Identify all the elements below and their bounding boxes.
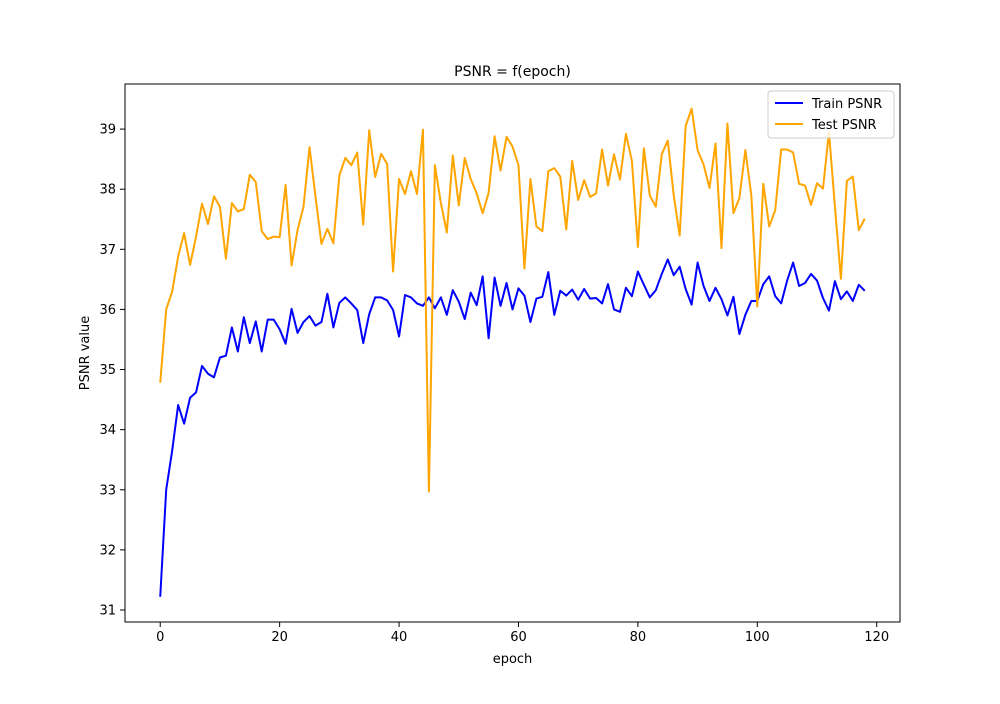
y-tick-label: 32 [99,543,116,558]
legend-label-test: Test PSNR [811,118,877,133]
y-tick-label: 38 [99,183,116,198]
x-tick-label: 0 [156,630,164,645]
y-axis-label: PSNR value [78,316,93,391]
y-tick-label: 35 [99,363,116,378]
series-line-train-psnr [159,258,866,597]
legend-label-train: Train PSNR [811,97,882,112]
y-tick-label: 33 [99,483,116,498]
x-tick-label: 60 [510,630,527,645]
series-line-test-psnr [159,107,866,493]
x-tick-label: 120 [864,630,889,645]
x-tick-label: 100 [745,630,770,645]
legend: Train PSNR Test PSNR [767,90,895,139]
y-tick-label: 31 [99,603,116,618]
y-tick-label: 34 [99,423,116,438]
y-tick-label: 37 [99,243,116,258]
x-tick-label: 80 [630,630,647,645]
y-tick-label: 36 [99,303,116,318]
chart-title: PSNR = f(epoch) [454,64,571,80]
x-axis-label: epoch [493,652,533,667]
x-tick-label: 40 [391,630,408,645]
y-tick-label: 39 [99,123,116,138]
x-tick-label: 20 [271,630,288,645]
plot-area-frame [124,83,901,623]
